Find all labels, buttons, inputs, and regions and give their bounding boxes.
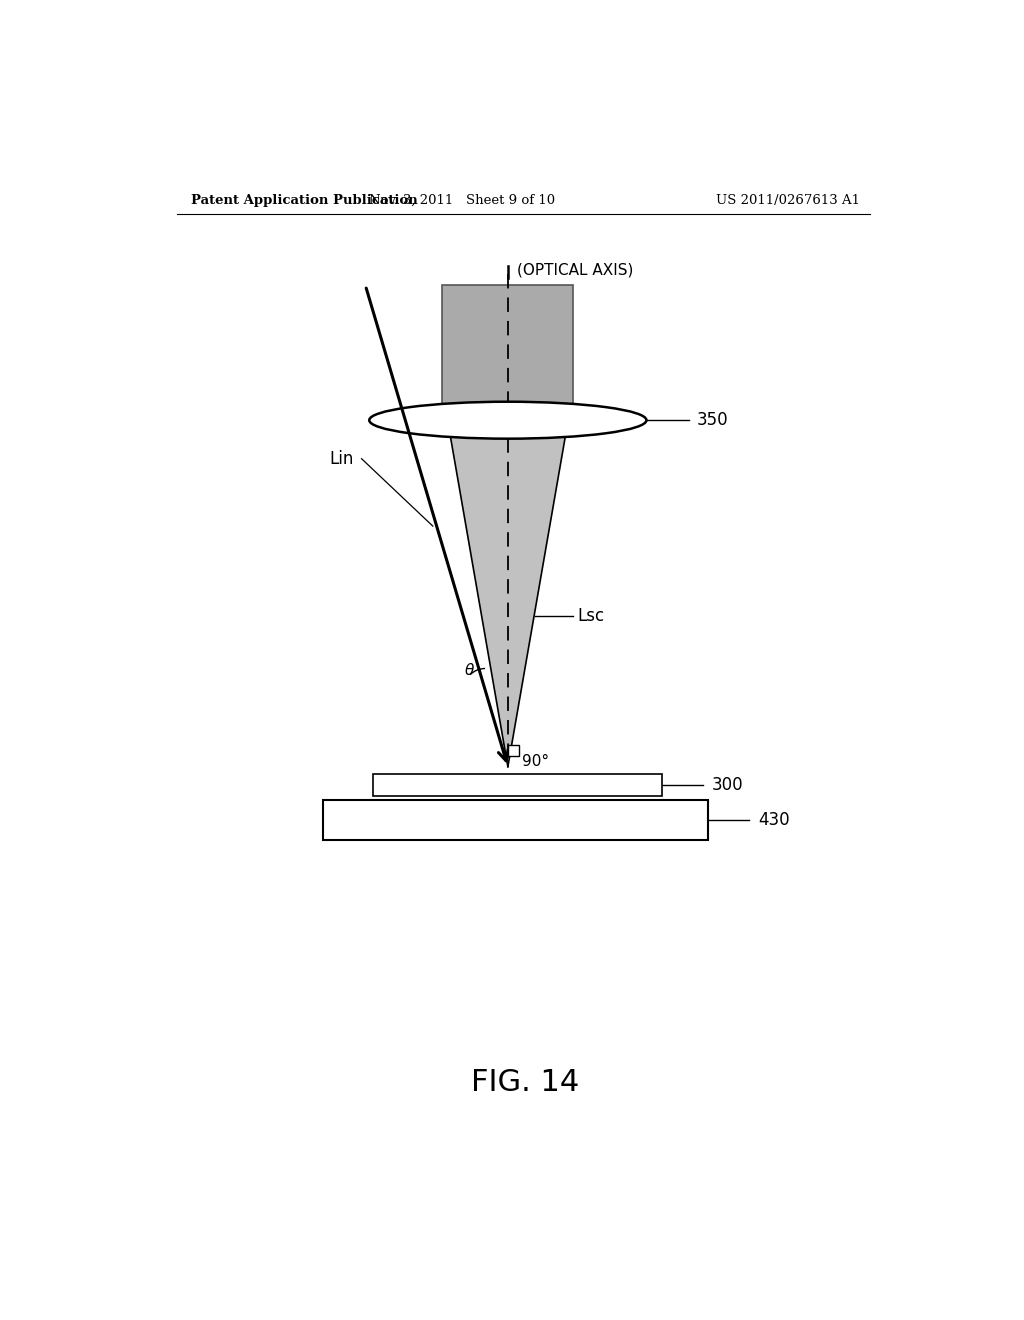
Text: 350: 350	[696, 412, 728, 429]
Text: θ: θ	[465, 663, 474, 678]
Text: 300: 300	[712, 776, 743, 795]
Ellipse shape	[370, 401, 646, 438]
Text: Patent Application Publication: Patent Application Publication	[190, 194, 418, 207]
Polygon shape	[451, 434, 565, 767]
Bar	[442, 285, 573, 405]
Bar	[373, 775, 662, 796]
Text: FIG. 14: FIG. 14	[471, 1068, 579, 1097]
Text: 430: 430	[758, 810, 790, 829]
Text: 90°: 90°	[522, 754, 550, 768]
Text: Lin: Lin	[330, 450, 354, 467]
Bar	[508, 744, 518, 756]
Text: Lsc: Lsc	[578, 607, 604, 626]
Bar	[323, 800, 708, 840]
Text: US 2011/0267613 A1: US 2011/0267613 A1	[716, 194, 860, 207]
Text: Nov. 3, 2011   Sheet 9 of 10: Nov. 3, 2011 Sheet 9 of 10	[369, 194, 555, 207]
Text: (OPTICAL AXIS): (OPTICAL AXIS)	[517, 263, 634, 277]
